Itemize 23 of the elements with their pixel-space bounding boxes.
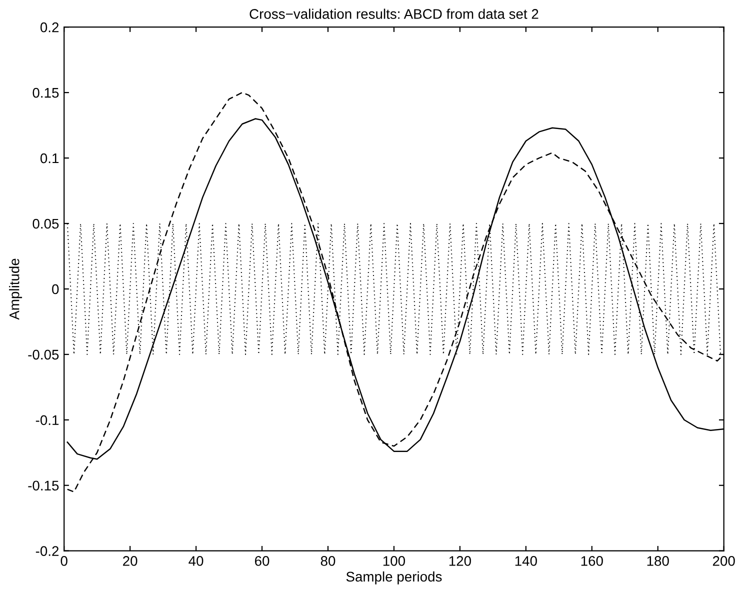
x-tick-label: 140 bbox=[515, 556, 537, 566]
y-tick-label: 0.1 bbox=[40, 153, 59, 164]
y-tick-label: -0.2 bbox=[36, 546, 59, 556]
x-axis-title: Sample periods bbox=[346, 571, 442, 584]
y-tick-label: 0.05 bbox=[32, 218, 59, 229]
y-tick-label: -0.1 bbox=[36, 415, 59, 426]
x-tick-label: 160 bbox=[581, 556, 603, 566]
x-tick-label: 100 bbox=[383, 556, 406, 566]
y-tick-label: 0.15 bbox=[32, 88, 59, 98]
x-tick-label: 40 bbox=[188, 556, 204, 566]
y-tick-label: -0.05 bbox=[28, 350, 59, 360]
x-tick-label: 60 bbox=[254, 556, 270, 566]
y-tick-label: 0 bbox=[52, 284, 59, 294]
x-tick-label: 20 bbox=[123, 556, 138, 566]
x-tick-label: 200 bbox=[712, 556, 735, 566]
y-axis-title: Amplitude bbox=[9, 258, 22, 320]
y-tick-label: 0.2 bbox=[40, 22, 59, 32]
x-tick-label: 80 bbox=[320, 556, 336, 566]
x-tick-label: 0 bbox=[60, 556, 68, 566]
chart-title: Cross−validation results: ABCD from data set 2 bbox=[250, 8, 538, 19]
x-tick-label: 180 bbox=[647, 556, 669, 566]
y-tick-label: -0.15 bbox=[28, 480, 59, 491]
x-tick-label: 120 bbox=[449, 556, 471, 566]
